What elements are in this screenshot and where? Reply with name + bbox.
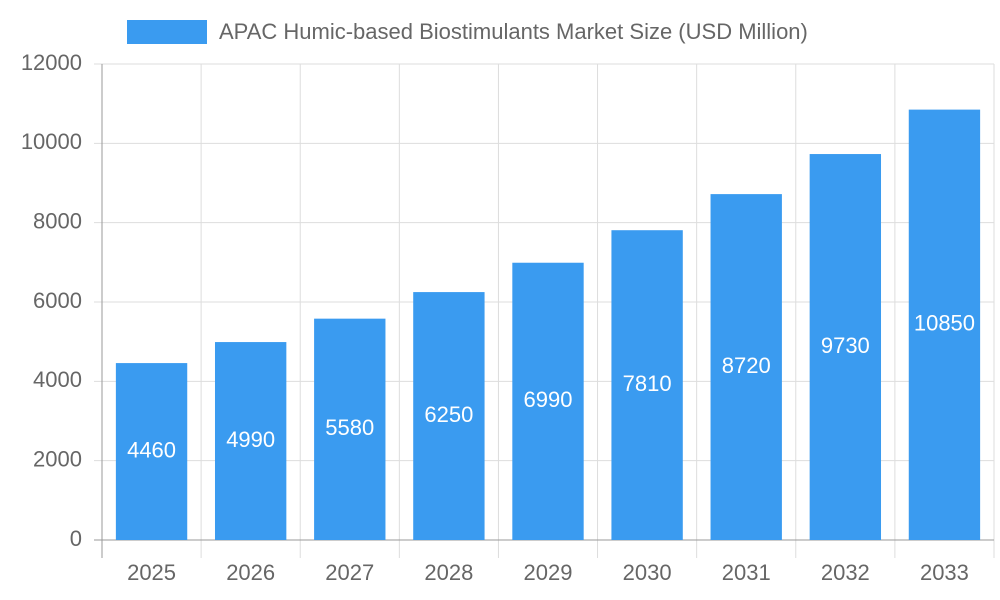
bar bbox=[512, 262, 584, 540]
data-label: 8720 bbox=[722, 353, 771, 378]
data-label: 5580 bbox=[325, 415, 374, 440]
y-tick-label: 2000 bbox=[33, 446, 82, 471]
data-label: 4990 bbox=[226, 427, 275, 452]
data-label: 4460 bbox=[127, 437, 176, 462]
data-label: 9730 bbox=[821, 333, 870, 358]
bar bbox=[413, 292, 485, 540]
data-label: 6250 bbox=[424, 402, 473, 427]
y-tick-label: 6000 bbox=[33, 288, 82, 313]
y-tick-label: 8000 bbox=[33, 208, 82, 233]
x-tick-label: 2032 bbox=[821, 560, 870, 585]
x-tick-label: 2027 bbox=[325, 560, 374, 585]
x-tick-label: 2029 bbox=[524, 560, 573, 585]
bar bbox=[710, 194, 782, 540]
bar bbox=[214, 342, 287, 540]
x-tick-label: 2026 bbox=[226, 560, 275, 585]
x-tick-label: 2031 bbox=[722, 560, 771, 585]
legend-swatch bbox=[127, 20, 207, 44]
data-label: 7810 bbox=[623, 371, 672, 396]
bar bbox=[611, 230, 683, 540]
x-tick-label: 2028 bbox=[424, 560, 473, 585]
x-tick-label: 2033 bbox=[920, 560, 969, 585]
y-tick-label: 12000 bbox=[21, 50, 82, 75]
y-tick-label: 0 bbox=[70, 526, 82, 551]
y-tick-label: 10000 bbox=[21, 129, 82, 154]
data-label: 10850 bbox=[914, 311, 975, 336]
data-label: 6990 bbox=[524, 387, 573, 412]
bar bbox=[809, 154, 882, 540]
y-tick-label: 4000 bbox=[33, 367, 82, 392]
bar bbox=[908, 109, 981, 540]
legend-label: APAC Humic-based Biostimulants Market Si… bbox=[219, 19, 808, 44]
bar bbox=[115, 363, 188, 540]
x-tick-label: 2025 bbox=[127, 560, 176, 585]
bar bbox=[314, 318, 386, 540]
x-tick-label: 2030 bbox=[623, 560, 672, 585]
